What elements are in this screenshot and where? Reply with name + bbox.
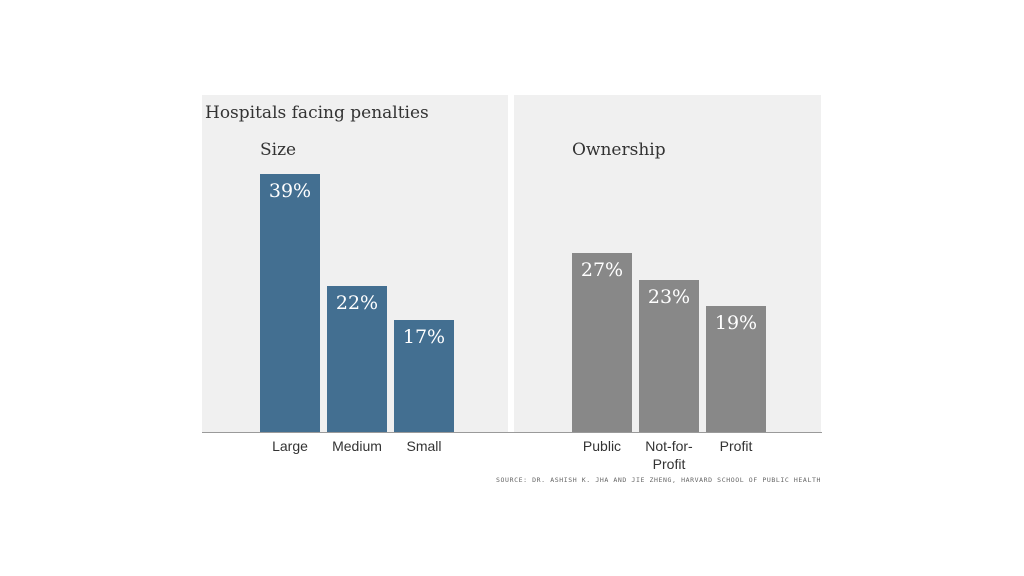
ownership-bar-public: 27% (572, 253, 632, 432)
bar-value-label: 19% (714, 312, 758, 334)
ownership-bar-not-for-profit: 23% (639, 280, 699, 432)
category-label: Profit (719, 438, 753, 454)
size-group-title: Size (260, 140, 297, 160)
source-note: SOURCE: DR. ASHISH K. JHA AND JIE ZHENG,… (496, 476, 821, 484)
category-label: Not-for-Profit (645, 438, 693, 472)
bar-value-label: 22% (335, 292, 379, 314)
bar-value-label: 39% (268, 180, 312, 202)
category-label: Medium (332, 438, 382, 454)
size-bar-large: 39% (260, 174, 320, 432)
size-bar-medium: 22% (327, 286, 387, 432)
ownership-group-title: Ownership (572, 140, 666, 160)
bar-value-label: 17% (402, 326, 446, 348)
baseline (202, 432, 822, 433)
category-label: Large (272, 438, 308, 454)
ownership-bar-profit: 19% (706, 306, 766, 432)
size-bar-small: 17% (394, 320, 454, 432)
chart-title: Hospitals facing penalties (205, 103, 429, 123)
bar-value-label: 23% (647, 286, 691, 308)
bar-value-label: 27% (580, 259, 624, 281)
category-label: Public (582, 438, 622, 454)
category-label: Small (406, 438, 442, 454)
